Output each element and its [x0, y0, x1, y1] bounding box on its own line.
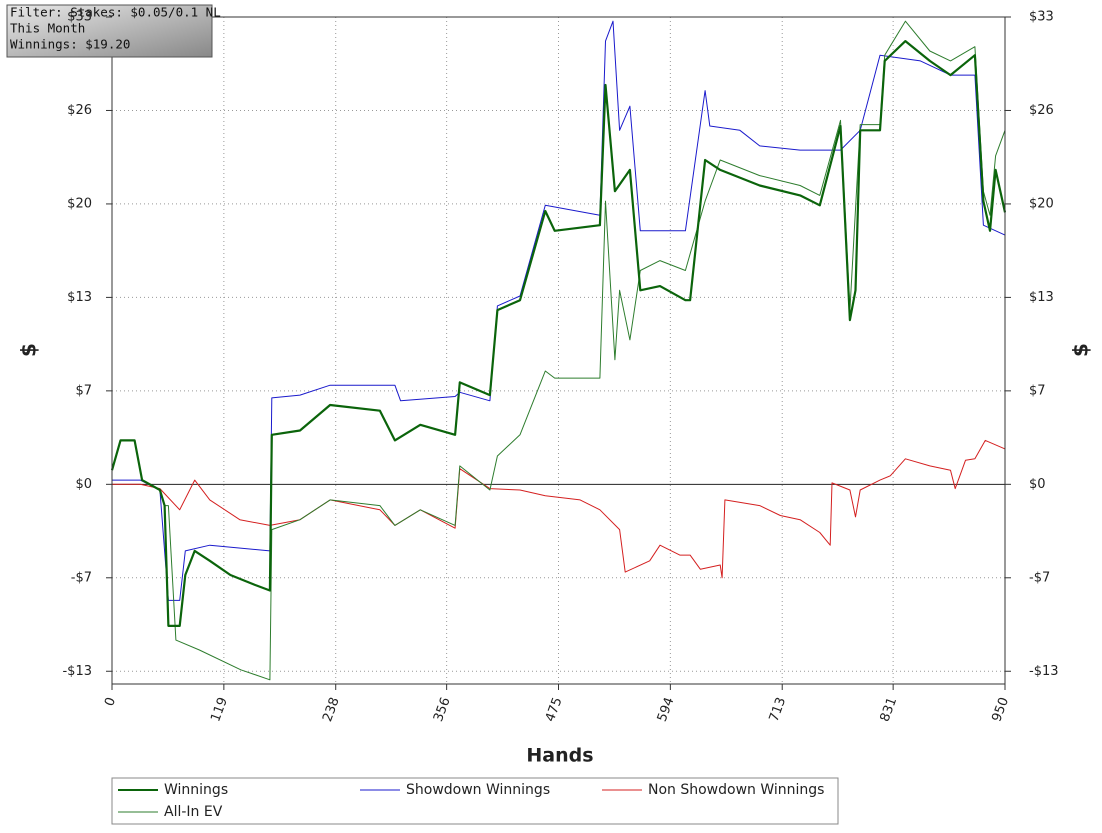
x-tick-label: 594 — [655, 695, 678, 723]
x-tick-label: 475 — [543, 695, 566, 723]
y-tick-label: $7 — [75, 383, 92, 398]
y-tick-label: $33 — [67, 10, 92, 25]
series-line — [110, 40, 1007, 627]
x-tick-label: 713 — [767, 695, 790, 723]
x-tick-label: 831 — [878, 695, 901, 723]
info-box — [6, 4, 213, 58]
y2-tick-label: $0 — [1029, 477, 1046, 492]
y-tick-label: $20 — [67, 196, 92, 211]
x-tick-label: 0 — [102, 695, 119, 708]
y-tick-label: $26 — [67, 103, 92, 118]
x-axis-label: Hands — [526, 745, 593, 767]
y-tick-label: -$13 — [62, 664, 92, 679]
y2-tick-label: $7 — [1029, 383, 1046, 398]
info-line: Filter: Stakes: $0.05/0.1 NL — [10, 5, 221, 20]
lines — [110, 20, 1007, 681]
y-tick-label: $13 — [67, 290, 92, 305]
y2-axis-label: $ — [1069, 343, 1093, 357]
x-tick-label: 119 — [208, 695, 231, 723]
legend-label: All-In EV — [164, 804, 223, 820]
y-tick-label: -$7 — [71, 570, 92, 585]
info-line: This Month — [10, 21, 85, 36]
legend-label: Winnings — [164, 782, 228, 798]
legend: Winnings All-In EV Showdown Winnings Non Sh… — [118, 782, 824, 820]
y-axis-label: $ — [17, 343, 41, 357]
y2-tick-label: $26 — [1029, 103, 1054, 118]
y2-tick-label: $20 — [1029, 196, 1054, 211]
plot-area — [112, 17, 1005, 684]
y2-tick-label: $33 — [1029, 10, 1054, 25]
x-tick-label: 950 — [989, 695, 1012, 723]
y2-tick-label: $13 — [1029, 290, 1054, 305]
legend-label: Non Showdown Winnings — [648, 782, 824, 798]
x-tick-label: 356 — [431, 695, 454, 723]
info-line: Winnings: $19.20 — [10, 37, 130, 52]
legend-label: Showdown Winnings — [406, 782, 550, 798]
legend-box — [111, 777, 839, 825]
y2-tick-label: -$7 — [1029, 570, 1050, 585]
y2-tick-label: -$13 — [1029, 664, 1059, 679]
x-tick-label: 238 — [320, 695, 343, 723]
y-tick-label: $0 — [75, 477, 92, 492]
